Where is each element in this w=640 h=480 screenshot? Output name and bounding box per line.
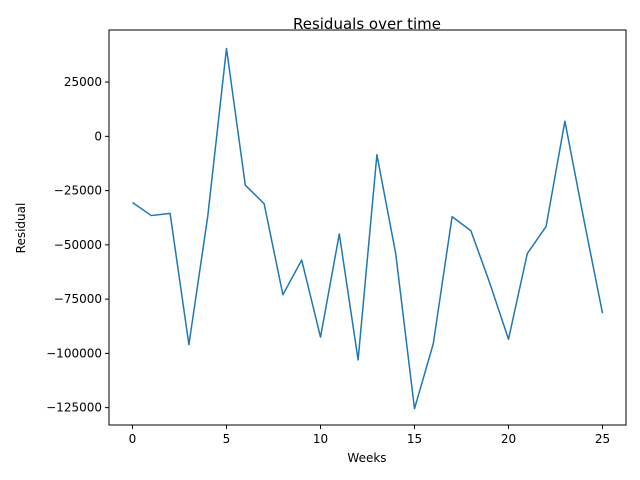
x-axis-label: Weeks [347, 451, 386, 465]
x-tick-label: 20 [501, 432, 516, 446]
y-tick-label: −25000 [54, 184, 102, 198]
y-tick-label: −50000 [54, 238, 102, 252]
residual-series-line [132, 47, 604, 410]
x-tick-label: 25 [595, 432, 610, 446]
x-tick-label: 0 [129, 432, 137, 446]
plot-area [132, 47, 604, 410]
plot-frame [108, 29, 627, 426]
x-tick-label: 5 [223, 432, 231, 446]
y-tick-label: −125000 [46, 401, 102, 415]
y-tick-label: 0 [94, 129, 102, 143]
x-axis: 0 5 10 15 20 25 [129, 425, 610, 446]
x-tick-label: 15 [407, 432, 422, 446]
y-axis: −125000 −100000 −75000 −50000 −25000 0 25000 [46, 75, 109, 415]
x-tick-label: 10 [313, 432, 328, 446]
y-tick-label: −100000 [46, 346, 102, 360]
y-axis-label: Residual [14, 203, 28, 254]
chart-title: Residuals over time [293, 15, 441, 33]
y-tick-label: −75000 [54, 292, 102, 306]
y-tick-label: 25000 [64, 75, 102, 89]
